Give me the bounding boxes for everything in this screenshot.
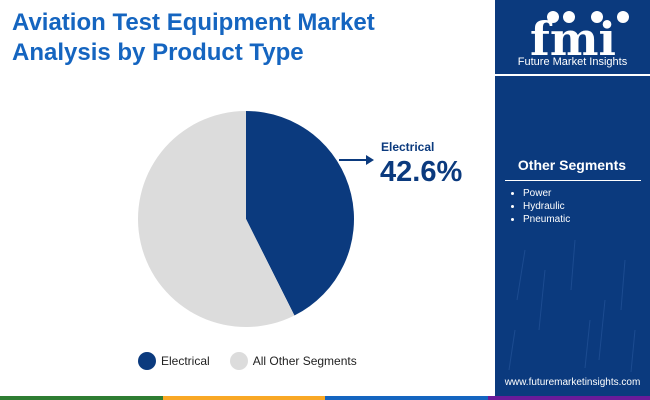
logo-circle-1 <box>547 11 559 23</box>
bottom-color-bar <box>0 396 650 400</box>
bottom-bar-purple <box>487 396 650 400</box>
chart-title: Aviation Test Equipment Market Analysis … <box>12 8 482 68</box>
logo-circle-3 <box>591 11 603 23</box>
pie-chart <box>137 111 374 328</box>
panel-texture <box>508 239 636 373</box>
bottom-bar-green <box>0 396 163 400</box>
logo-circle-4 <box>617 11 629 23</box>
logo-wordmark: fmi <box>530 12 616 66</box>
pie-slice-all-other-segments <box>137 111 295 328</box>
bottom-bar-yellow <box>162 396 325 400</box>
callout-label: Electrical <box>381 140 435 154</box>
legend-swatch-electrical <box>138 352 156 370</box>
legend-item-other: All Other Segments <box>229 352 357 370</box>
chart-title-line1: Aviation Test Equipment Market <box>12 9 375 36</box>
legend-swatch-other <box>229 352 248 370</box>
legend-item-electrical: Electrical <box>138 352 210 370</box>
bottom-bar-blue <box>325 396 488 400</box>
fmi-logo: fmi <box>530 11 629 66</box>
segment-item-pneumatic: Pneumatic <box>509 213 570 226</box>
pie-slice-electrical <box>246 111 354 316</box>
side-panel: fmi Future Market Insights Other Segment… <box>495 0 650 400</box>
callout-value: 42.6% <box>380 156 463 188</box>
legend-label-other: All Other Segments <box>252 354 357 368</box>
segment-item-power: Power <box>509 187 570 200</box>
segment-item-hydraulic: Hydraulic <box>509 200 570 213</box>
brand-name: Future Market Insights <box>517 56 628 68</box>
pie-slices <box>137 111 354 328</box>
chart-legend: Electrical All Other Segments <box>138 352 377 370</box>
callout-arrow <box>339 155 374 165</box>
other-segments-divider <box>505 180 641 181</box>
chart-title-line2: Analysis by Product Type <box>12 39 304 66</box>
other-segments-heading: Other Segments <box>517 157 627 173</box>
logo-circle-2 <box>563 11 575 23</box>
logo-divider <box>495 74 650 76</box>
website-url: www.futuremarketinsights.com <box>504 377 641 388</box>
other-segments-list: Power Hydraulic Pneumatic <box>509 187 570 226</box>
legend-label-electrical: Electrical <box>161 354 210 368</box>
